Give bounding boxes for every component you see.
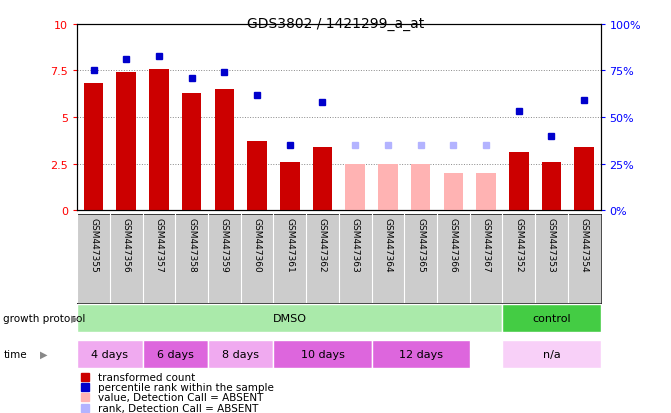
Bar [313, 147, 332, 211]
Text: ▶: ▶ [40, 349, 48, 359]
Bar [411, 164, 430, 211]
Text: GSM447355: GSM447355 [89, 217, 98, 272]
Bar [509, 153, 529, 211]
Bar [84, 84, 103, 211]
Bar [541, 162, 561, 211]
Text: time: time [3, 349, 27, 359]
Bar [149, 69, 169, 211]
Text: GSM447361: GSM447361 [285, 217, 295, 272]
Text: GSM447360: GSM447360 [252, 217, 262, 272]
Text: DMSO: DMSO [273, 313, 307, 323]
Bar [77, 304, 503, 332]
Text: 6 days: 6 days [157, 349, 194, 359]
Text: GSM447366: GSM447366 [449, 217, 458, 272]
Text: GSM447364: GSM447364 [383, 217, 393, 272]
Text: transformed count: transformed count [98, 372, 195, 382]
Bar [117, 73, 136, 211]
Text: n/a: n/a [543, 349, 560, 359]
Bar [346, 164, 365, 211]
Bar [503, 340, 601, 368]
Text: 4 days: 4 days [91, 349, 128, 359]
Bar [248, 142, 267, 211]
Text: GSM447358: GSM447358 [187, 217, 196, 272]
Text: ▶: ▶ [71, 313, 79, 323]
Bar [280, 162, 299, 211]
Text: GSM447359: GSM447359 [220, 217, 229, 272]
Bar [444, 173, 463, 211]
Bar [503, 304, 601, 332]
Text: GSM447357: GSM447357 [154, 217, 164, 272]
Text: percentile rank within the sample: percentile rank within the sample [98, 382, 274, 392]
Bar [182, 94, 201, 211]
Bar [142, 340, 208, 368]
Bar [372, 340, 470, 368]
Bar [274, 340, 372, 368]
Bar [77, 340, 142, 368]
Text: GSM447352: GSM447352 [514, 217, 523, 272]
Text: GDS3802 / 1421299_a_at: GDS3802 / 1421299_a_at [247, 17, 424, 31]
Text: 12 days: 12 days [399, 349, 443, 359]
Text: value, Detection Call = ABSENT: value, Detection Call = ABSENT [98, 392, 264, 402]
Text: GSM447356: GSM447356 [121, 217, 131, 272]
Text: 8 days: 8 days [222, 349, 259, 359]
Text: GSM447354: GSM447354 [580, 217, 588, 272]
Text: rank, Detection Call = ABSENT: rank, Detection Call = ABSENT [98, 403, 258, 413]
Text: GSM447362: GSM447362 [318, 217, 327, 272]
Text: GSM447353: GSM447353 [547, 217, 556, 272]
Bar [476, 173, 496, 211]
Text: control: control [532, 313, 571, 323]
Text: GSM447367: GSM447367 [482, 217, 491, 272]
Bar [378, 164, 398, 211]
Bar [215, 90, 234, 211]
Text: 10 days: 10 days [301, 349, 344, 359]
Text: GSM447365: GSM447365 [416, 217, 425, 272]
Text: growth protocol: growth protocol [3, 313, 86, 323]
Bar [208, 340, 274, 368]
Bar [574, 147, 594, 211]
Text: GSM447363: GSM447363 [351, 217, 360, 272]
